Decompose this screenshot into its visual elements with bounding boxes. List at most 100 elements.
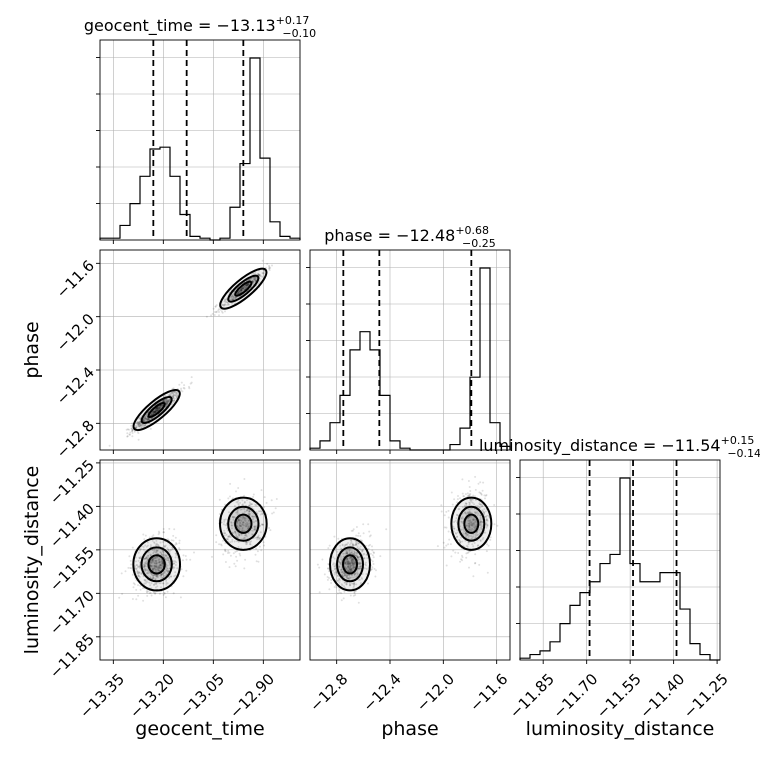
sample-point xyxy=(137,575,139,578)
sample-point xyxy=(345,583,348,586)
sample-point xyxy=(350,568,352,570)
sample-point xyxy=(348,551,351,554)
sample-point xyxy=(369,534,372,537)
sample-point xyxy=(352,558,355,561)
sample-point xyxy=(477,528,480,531)
sample-point xyxy=(156,407,159,410)
density-contour xyxy=(219,267,268,310)
sample-point xyxy=(156,585,159,588)
sample-point xyxy=(224,548,227,551)
sample-point xyxy=(340,566,343,569)
sample-point xyxy=(254,279,257,282)
sample-point xyxy=(246,508,249,511)
sample-point xyxy=(362,553,365,556)
sample-point xyxy=(184,555,187,557)
sample-point xyxy=(146,560,149,562)
sample-point xyxy=(157,409,160,412)
sample-point xyxy=(316,563,319,566)
sample-point xyxy=(237,546,240,548)
sample-point xyxy=(361,550,364,553)
sample-point xyxy=(461,516,464,519)
sample-point xyxy=(139,549,142,552)
sample-point xyxy=(152,412,155,414)
sample-point xyxy=(154,582,157,585)
sample-point xyxy=(464,512,467,514)
sample-point xyxy=(347,577,350,580)
sample-point xyxy=(136,421,139,424)
sample-point xyxy=(162,399,165,402)
sample-point xyxy=(232,298,234,301)
sample-point xyxy=(155,566,157,569)
sample-point xyxy=(347,577,350,580)
density-contour xyxy=(457,505,486,542)
sample-point xyxy=(328,544,331,547)
sample-point xyxy=(261,272,264,274)
sample-point xyxy=(212,307,215,310)
sample-point xyxy=(164,400,167,402)
sample-point xyxy=(238,290,241,293)
sample-point xyxy=(261,513,264,515)
sample-point xyxy=(489,538,492,541)
sample-point xyxy=(468,511,471,514)
sample-point xyxy=(355,554,358,557)
sample-point xyxy=(473,519,476,521)
sample-point xyxy=(355,551,358,554)
sample-point xyxy=(479,524,482,527)
sample-point xyxy=(472,535,475,538)
sample-point xyxy=(260,489,263,492)
sample-point xyxy=(156,556,159,559)
sample-point xyxy=(165,557,168,559)
sample-point xyxy=(157,533,160,536)
sample-point xyxy=(246,499,248,502)
sample-point xyxy=(333,586,336,588)
sample-point xyxy=(236,540,238,543)
sample-point xyxy=(226,538,229,541)
sample-point xyxy=(479,520,482,523)
sample-point xyxy=(152,576,155,579)
sample-point xyxy=(349,594,352,597)
sample-point xyxy=(346,550,349,553)
sample-point xyxy=(224,524,227,527)
sample-point xyxy=(457,552,460,554)
sample-point xyxy=(166,557,169,560)
sample-point xyxy=(139,567,142,570)
sample-point xyxy=(350,551,353,554)
sample-point xyxy=(155,543,158,546)
sample-point xyxy=(232,552,235,555)
sample-point xyxy=(215,311,218,314)
sample-point xyxy=(246,540,249,543)
sample-point xyxy=(223,300,226,303)
sample-point xyxy=(145,590,148,593)
sample-point xyxy=(152,552,155,555)
sample-point xyxy=(233,530,236,533)
sample-point xyxy=(357,532,360,535)
sample-point xyxy=(365,573,368,575)
sample-point xyxy=(484,494,487,497)
sample-point xyxy=(153,583,156,586)
sample-point xyxy=(351,560,354,563)
sample-point xyxy=(152,534,155,537)
sample-point xyxy=(352,564,355,567)
sample-point xyxy=(238,533,241,536)
sample-point xyxy=(478,519,481,522)
sample-point xyxy=(486,571,489,574)
sample-point xyxy=(154,410,156,413)
sample-point xyxy=(175,561,178,564)
sample-point xyxy=(486,525,489,528)
sample-point xyxy=(468,522,471,525)
sample-point xyxy=(470,520,473,523)
sample-point xyxy=(140,426,143,429)
sample-point xyxy=(152,583,155,586)
sample-point xyxy=(145,572,148,575)
sample-point xyxy=(471,523,474,526)
sample-point xyxy=(139,557,142,560)
sample-point xyxy=(336,592,339,595)
sample-point xyxy=(374,575,377,578)
sample-point xyxy=(350,539,353,542)
sample-point xyxy=(353,561,356,564)
histogram-step xyxy=(519,477,720,661)
sample-point xyxy=(254,536,257,539)
sample-point xyxy=(465,544,468,547)
sample-point xyxy=(486,523,489,526)
sample-point xyxy=(135,426,138,429)
